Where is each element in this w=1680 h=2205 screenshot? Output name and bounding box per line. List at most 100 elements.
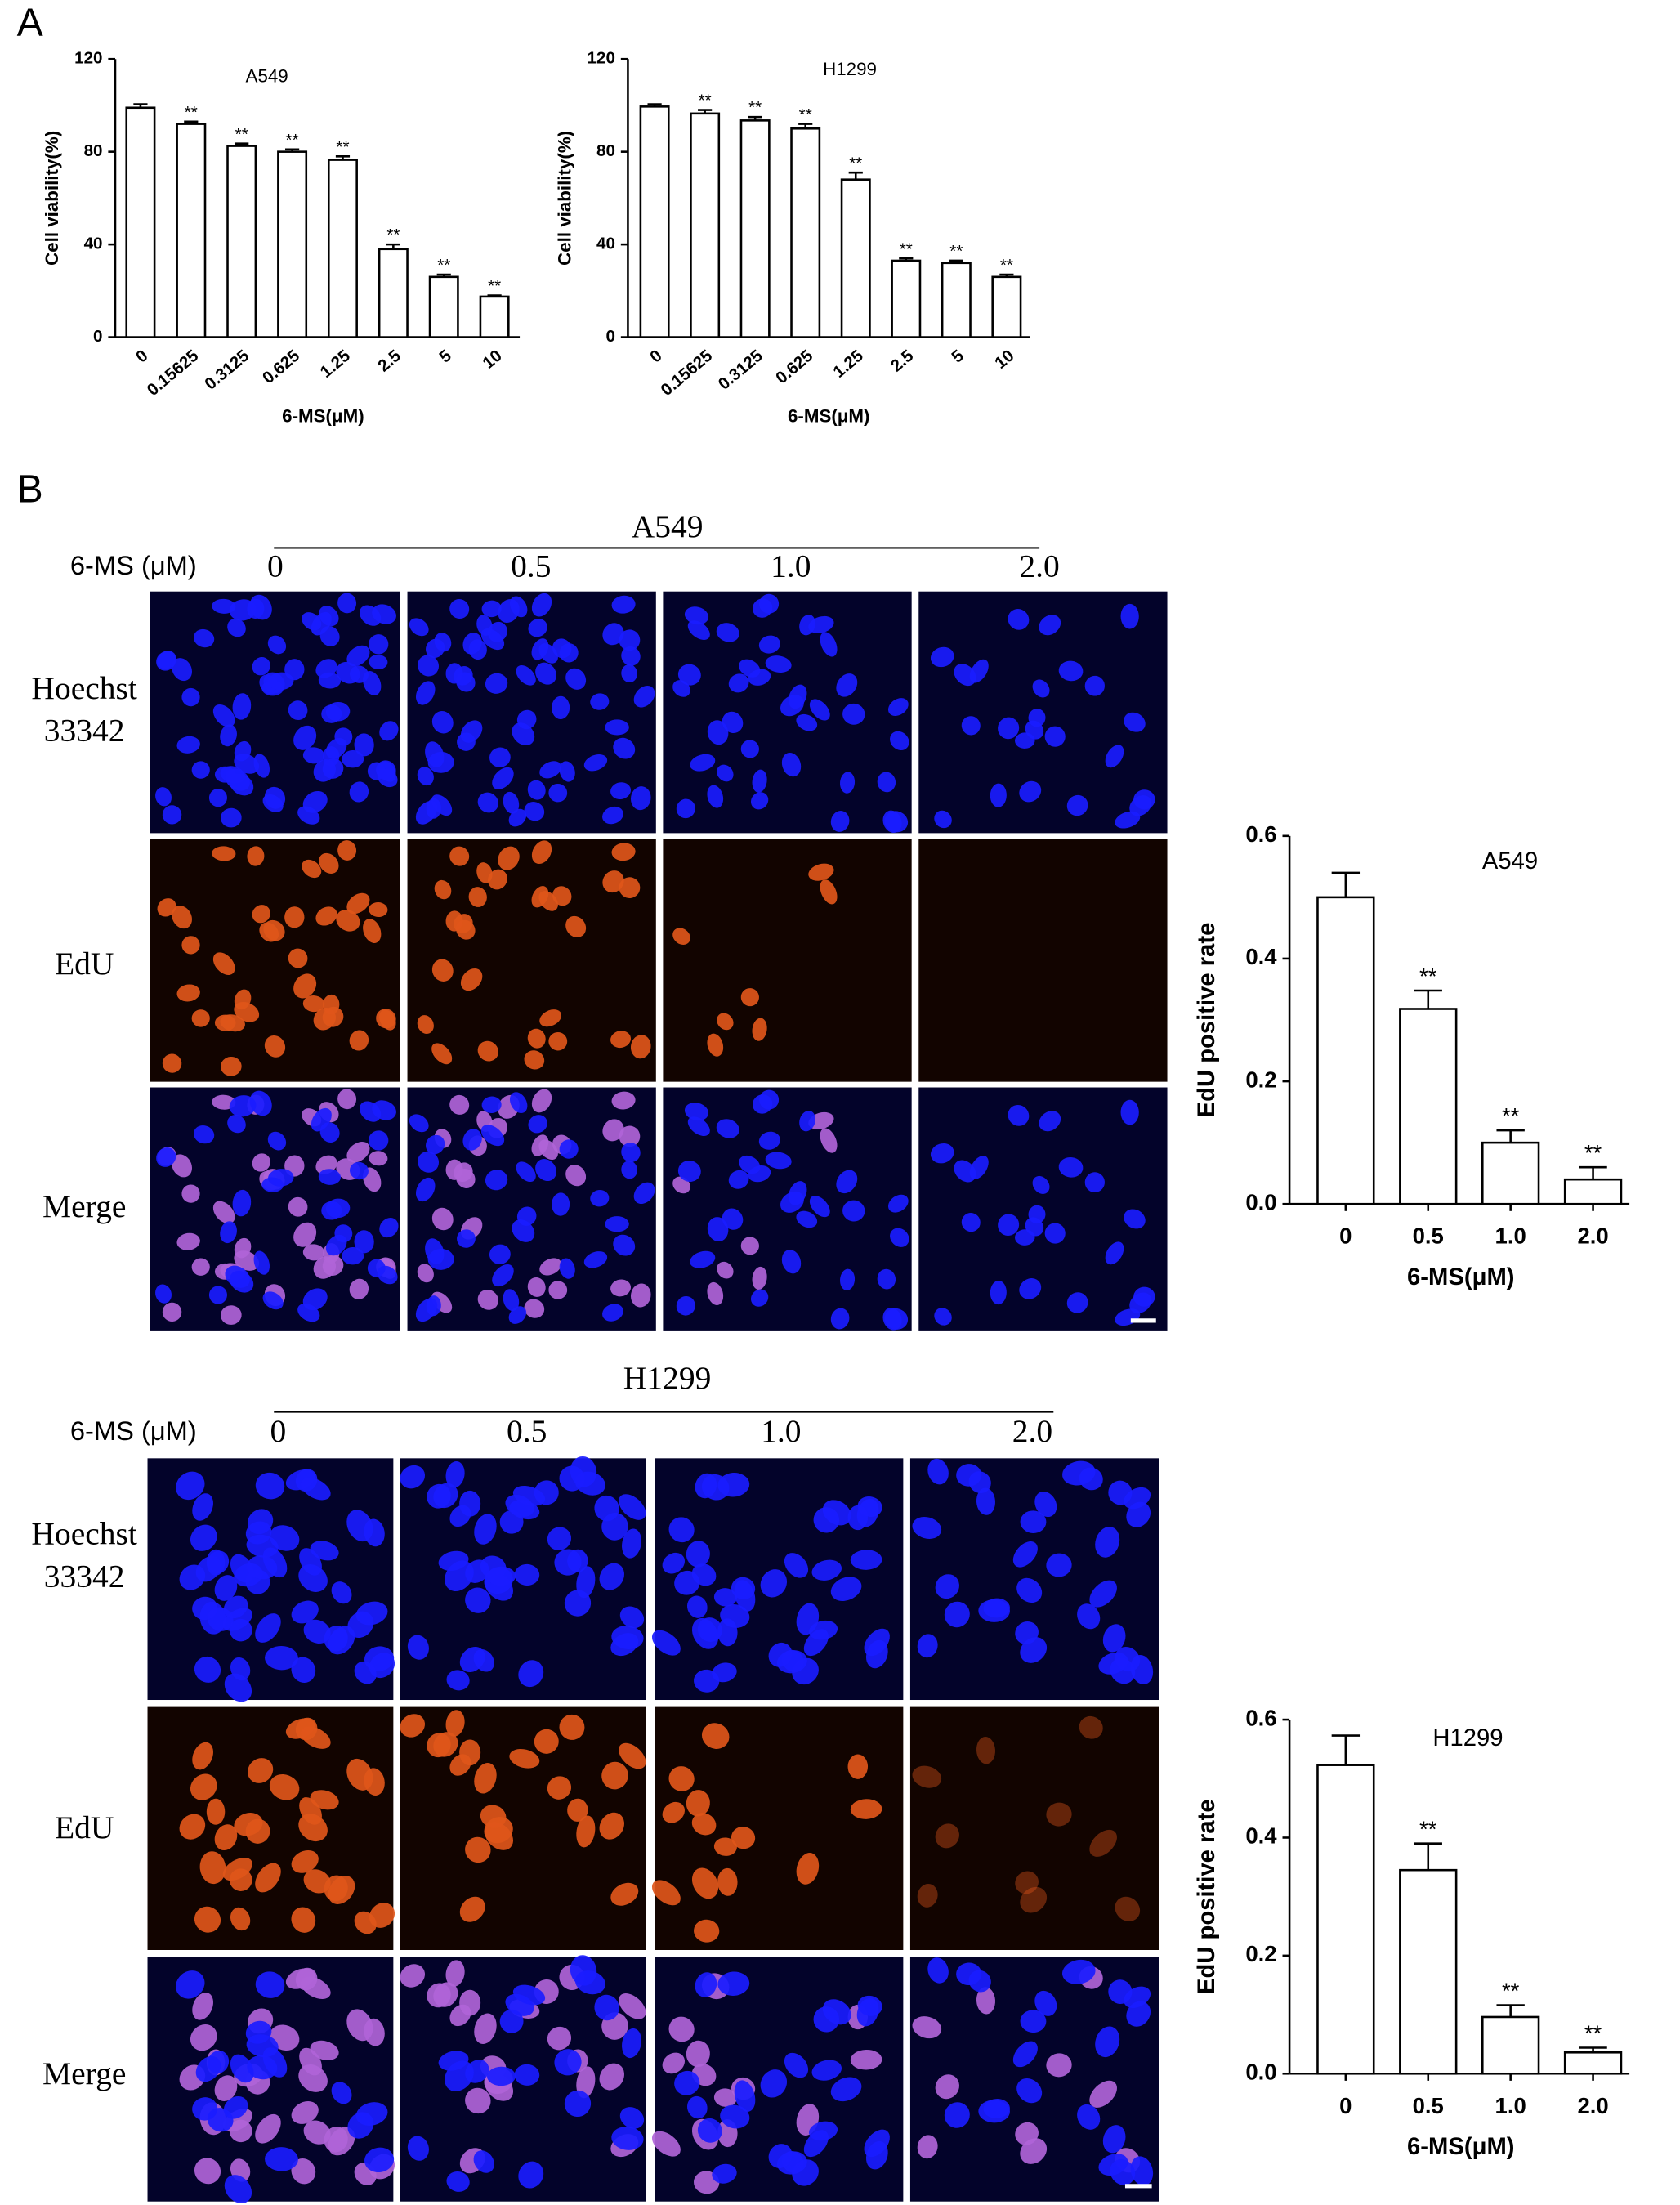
nucleus [976, 1487, 996, 1515]
dose-label: 0.5 [507, 1413, 547, 1449]
nucleus [731, 1827, 756, 1849]
nucleus [694, 1919, 720, 1943]
nucleus [487, 1566, 516, 1586]
nucleus [288, 948, 308, 968]
nucleus [695, 1473, 717, 1499]
nucleus [535, 662, 556, 685]
y-tick-label: 0.0 [1245, 2060, 1276, 2085]
nucleus [752, 769, 767, 793]
nucleus [784, 2052, 809, 2078]
nucleus [613, 737, 636, 759]
nucleus [431, 1043, 453, 1065]
nucleus [887, 1194, 909, 1213]
nucleus [912, 2016, 942, 2039]
nucleus [208, 1550, 230, 1574]
nucleus [265, 1645, 298, 1671]
nucleus [548, 1031, 568, 1051]
nucleus [811, 1559, 842, 1581]
nucleus [337, 840, 357, 861]
nucleus [449, 1505, 471, 1527]
nucleus [509, 1092, 528, 1114]
nucleus [431, 711, 454, 734]
nucleus [255, 1472, 285, 1500]
nucleus [1102, 2125, 1126, 2154]
row-label: Hoechst [31, 670, 137, 706]
nucleus [1089, 2080, 1117, 2108]
nucleus [434, 879, 452, 900]
nucleus [734, 2080, 756, 2112]
significance: ** [1502, 1103, 1520, 1129]
nucleus [799, 1111, 816, 1132]
y-tick-label: 0.0 [1245, 1189, 1276, 1214]
nucleus [847, 1754, 869, 1779]
nucleus [449, 846, 470, 866]
nucleus [662, 1801, 685, 1823]
nucleus [223, 2096, 248, 2119]
nucleus [313, 1007, 336, 1031]
x-tick-label: 0.3125 [715, 347, 766, 394]
nucleus [613, 1234, 636, 1256]
nucleus [492, 1264, 514, 1287]
nucleus [750, 792, 769, 810]
nucleus [162, 1053, 182, 1073]
nucleus [538, 1139, 558, 1161]
nucleus [224, 1673, 252, 1702]
cell-line-label: A549 [632, 508, 704, 544]
nucleus [998, 1214, 1020, 1237]
nucleus [1077, 2104, 1101, 2130]
nucleus [518, 2161, 544, 2189]
bar [378, 248, 409, 338]
nucleus [954, 1160, 976, 1183]
nucleus [255, 1863, 281, 1893]
nucleus [633, 1182, 655, 1205]
nucleus [961, 716, 981, 736]
nucleus [425, 741, 445, 768]
nucleus [1095, 1527, 1120, 1558]
nucleus [768, 1642, 793, 1667]
nucleus [619, 1606, 645, 1629]
nucleus [707, 1281, 724, 1305]
y-tick-label: 40 [596, 235, 615, 253]
nucleus [547, 1527, 572, 1551]
nucleus [734, 1580, 756, 1612]
significance: ** [1419, 964, 1437, 989]
x-tick-label: 0 [1339, 2093, 1352, 2118]
nucleus [752, 1018, 767, 1041]
nucleus [1133, 789, 1155, 810]
nucleus [524, 1050, 545, 1070]
bar [1399, 1868, 1458, 2075]
nucleus [712, 1662, 737, 1683]
y-tick-label: 80 [84, 141, 103, 160]
nucleus [538, 891, 558, 911]
nucleus [748, 669, 771, 686]
nucleus [509, 596, 528, 618]
nucleus [610, 782, 632, 800]
nucleus [601, 1761, 628, 1790]
dose-label: 2.0 [1019, 548, 1059, 584]
nucleus [1020, 2010, 1047, 2033]
chart-title: H1299 [823, 59, 877, 79]
nucleus [976, 1737, 996, 1764]
nucleus [230, 1554, 254, 1583]
nucleus [917, 2135, 938, 2159]
nucleus [156, 651, 176, 671]
nucleus [449, 599, 470, 619]
nucleus [559, 761, 575, 782]
nucleus [677, 664, 701, 686]
nucleus [476, 862, 493, 883]
nucleus [836, 1170, 858, 1194]
nucleus [438, 2051, 469, 2071]
nucleus [360, 605, 382, 626]
nucleus [319, 852, 339, 874]
nucleus [590, 693, 610, 710]
x-tick-label: 0.5 [1413, 2093, 1444, 2118]
nucleus [417, 1015, 434, 1035]
y-tick-label: 0.6 [1245, 821, 1276, 847]
nucleus [728, 673, 749, 693]
nucleus [674, 2070, 700, 2095]
nucleus [917, 1883, 938, 1908]
nucleus [331, 2082, 352, 2104]
significance: ** [488, 277, 501, 296]
nucleus [531, 840, 552, 865]
nucleus [342, 749, 364, 768]
